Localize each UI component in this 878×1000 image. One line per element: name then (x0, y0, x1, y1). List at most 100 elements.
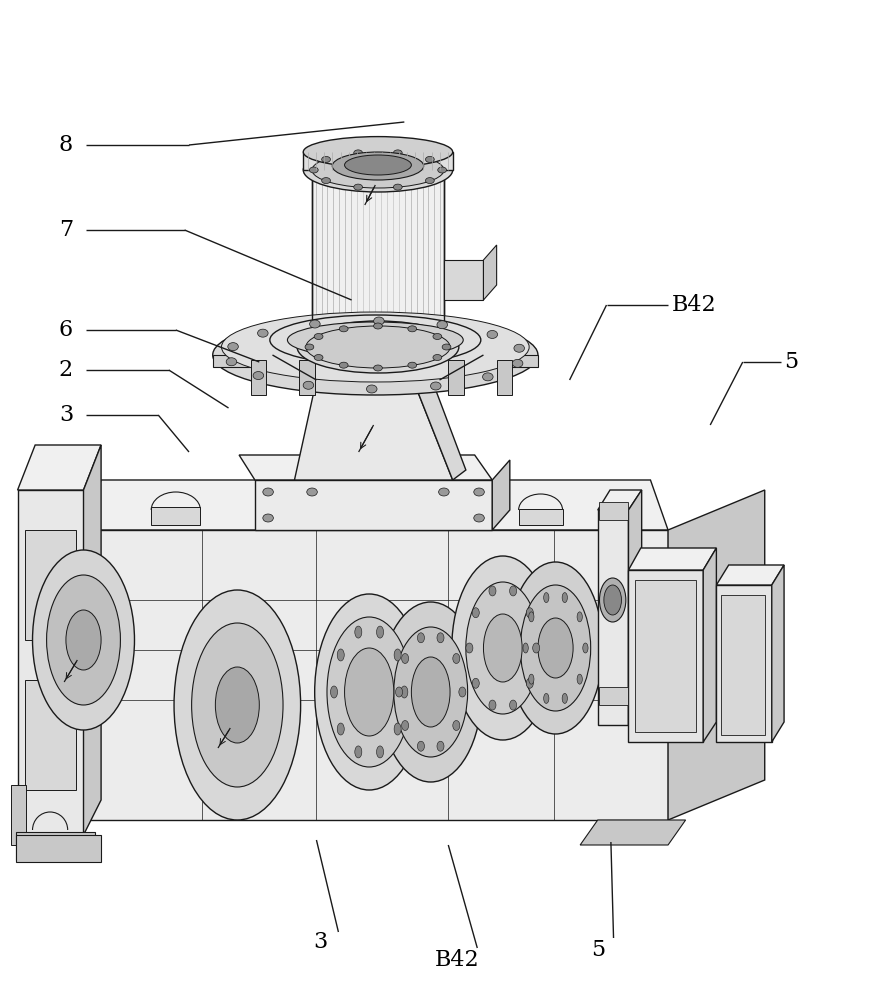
Polygon shape (312, 170, 443, 347)
Ellipse shape (526, 678, 533, 688)
Text: 6: 6 (59, 319, 73, 341)
Ellipse shape (379, 602, 481, 782)
Ellipse shape (582, 643, 587, 653)
Ellipse shape (47, 575, 120, 705)
Ellipse shape (263, 514, 273, 522)
Ellipse shape (401, 721, 408, 731)
Polygon shape (628, 570, 702, 742)
Ellipse shape (306, 488, 317, 496)
Ellipse shape (321, 156, 330, 162)
Ellipse shape (314, 594, 423, 790)
Bar (299, 360, 314, 395)
Ellipse shape (337, 723, 344, 735)
Ellipse shape (471, 608, 479, 618)
Ellipse shape (315, 332, 435, 368)
Ellipse shape (442, 344, 450, 350)
Ellipse shape (520, 585, 590, 711)
Ellipse shape (458, 687, 465, 697)
Bar (11, 785, 26, 845)
Ellipse shape (339, 326, 348, 332)
Polygon shape (716, 565, 783, 585)
Ellipse shape (270, 315, 480, 365)
Text: 2: 2 (59, 359, 73, 381)
Ellipse shape (543, 593, 548, 603)
Ellipse shape (482, 373, 493, 381)
Bar (601, 631, 628, 665)
Ellipse shape (395, 687, 402, 697)
Ellipse shape (473, 514, 484, 522)
Polygon shape (255, 480, 492, 530)
Text: 5: 5 (783, 351, 797, 373)
Ellipse shape (376, 746, 383, 758)
Ellipse shape (373, 323, 382, 329)
Ellipse shape (337, 649, 344, 661)
Ellipse shape (373, 365, 382, 371)
Ellipse shape (313, 354, 322, 360)
Ellipse shape (309, 320, 320, 328)
Polygon shape (239, 455, 492, 480)
Ellipse shape (309, 167, 318, 173)
Ellipse shape (344, 155, 411, 175)
Ellipse shape (543, 693, 548, 703)
Ellipse shape (393, 723, 400, 735)
Ellipse shape (355, 626, 362, 638)
Text: 3: 3 (313, 931, 327, 953)
Ellipse shape (305, 344, 313, 350)
Ellipse shape (599, 578, 625, 622)
Polygon shape (443, 260, 483, 300)
Polygon shape (83, 445, 101, 835)
Polygon shape (597, 490, 641, 510)
Bar (634, 580, 695, 732)
Ellipse shape (509, 586, 516, 596)
Polygon shape (413, 365, 465, 480)
Ellipse shape (437, 167, 446, 173)
Ellipse shape (393, 627, 467, 757)
Bar (720, 595, 764, 735)
Ellipse shape (287, 322, 463, 358)
Ellipse shape (488, 586, 495, 596)
Ellipse shape (321, 178, 330, 184)
Ellipse shape (297, 321, 458, 373)
Ellipse shape (313, 334, 322, 340)
Ellipse shape (483, 614, 522, 682)
Ellipse shape (32, 550, 134, 730)
Text: B42: B42 (672, 294, 716, 316)
Ellipse shape (400, 686, 407, 698)
Ellipse shape (526, 608, 533, 618)
Polygon shape (628, 548, 716, 570)
Ellipse shape (393, 150, 402, 156)
Ellipse shape (227, 343, 238, 351)
Polygon shape (579, 820, 685, 845)
Bar (16, 832, 95, 860)
Polygon shape (483, 245, 496, 300)
Ellipse shape (509, 700, 516, 710)
Ellipse shape (465, 643, 472, 653)
Ellipse shape (433, 354, 442, 360)
Ellipse shape (452, 721, 459, 731)
Ellipse shape (436, 321, 447, 329)
Ellipse shape (191, 623, 283, 787)
Ellipse shape (253, 372, 263, 380)
Polygon shape (771, 565, 783, 742)
Ellipse shape (306, 326, 450, 368)
Polygon shape (18, 445, 101, 490)
Ellipse shape (327, 617, 411, 767)
Ellipse shape (488, 700, 495, 710)
Ellipse shape (344, 648, 393, 736)
Ellipse shape (221, 312, 529, 382)
Ellipse shape (532, 643, 539, 653)
Polygon shape (716, 585, 771, 742)
Ellipse shape (303, 381, 313, 389)
Polygon shape (303, 152, 452, 170)
Ellipse shape (577, 612, 582, 622)
Text: 5: 5 (590, 939, 604, 961)
Ellipse shape (411, 657, 450, 727)
Ellipse shape (407, 362, 416, 368)
Text: 3: 3 (59, 404, 73, 426)
Ellipse shape (436, 741, 443, 751)
Ellipse shape (562, 593, 567, 603)
Ellipse shape (353, 150, 362, 156)
Ellipse shape (417, 741, 424, 751)
Ellipse shape (465, 582, 539, 714)
Ellipse shape (303, 137, 452, 167)
